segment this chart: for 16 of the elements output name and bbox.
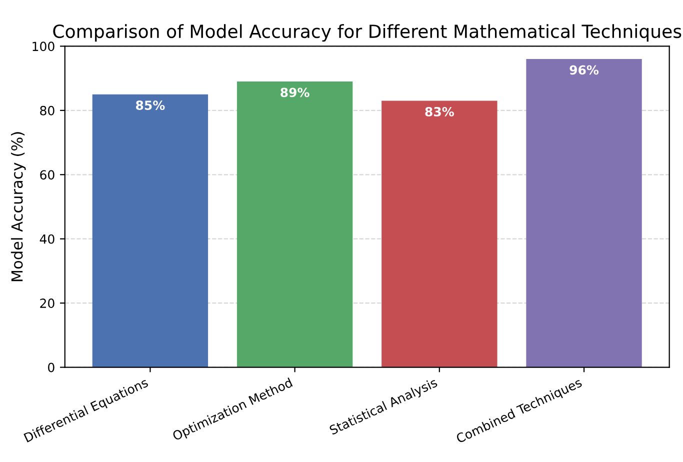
bar (382, 100, 498, 368)
y-tick-label: 100 (32, 42, 54, 52)
data-label: 89% (280, 88, 310, 98)
y-tick-label: 40 (40, 234, 54, 244)
data-label: 85% (136, 100, 165, 110)
bar (526, 59, 642, 368)
y-tick-label: 60 (40, 170, 54, 180)
bar (236, 82, 353, 368)
bar (92, 94, 208, 368)
chart-title: Comparison of Model Accuracy for Different Mathematical Techniques (53, 24, 682, 42)
data-label: 96% (570, 65, 599, 75)
y-tick-label: 80 (40, 106, 54, 116)
y-tick-label: 0 (48, 362, 54, 372)
y-tick-label: 20 (40, 298, 54, 308)
data-label: 83% (425, 106, 454, 116)
y-axis-title: Model Accuracy (%) (10, 132, 26, 282)
